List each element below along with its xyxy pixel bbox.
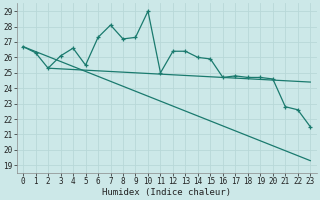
X-axis label: Humidex (Indice chaleur): Humidex (Indice chaleur) (102, 188, 231, 197)
